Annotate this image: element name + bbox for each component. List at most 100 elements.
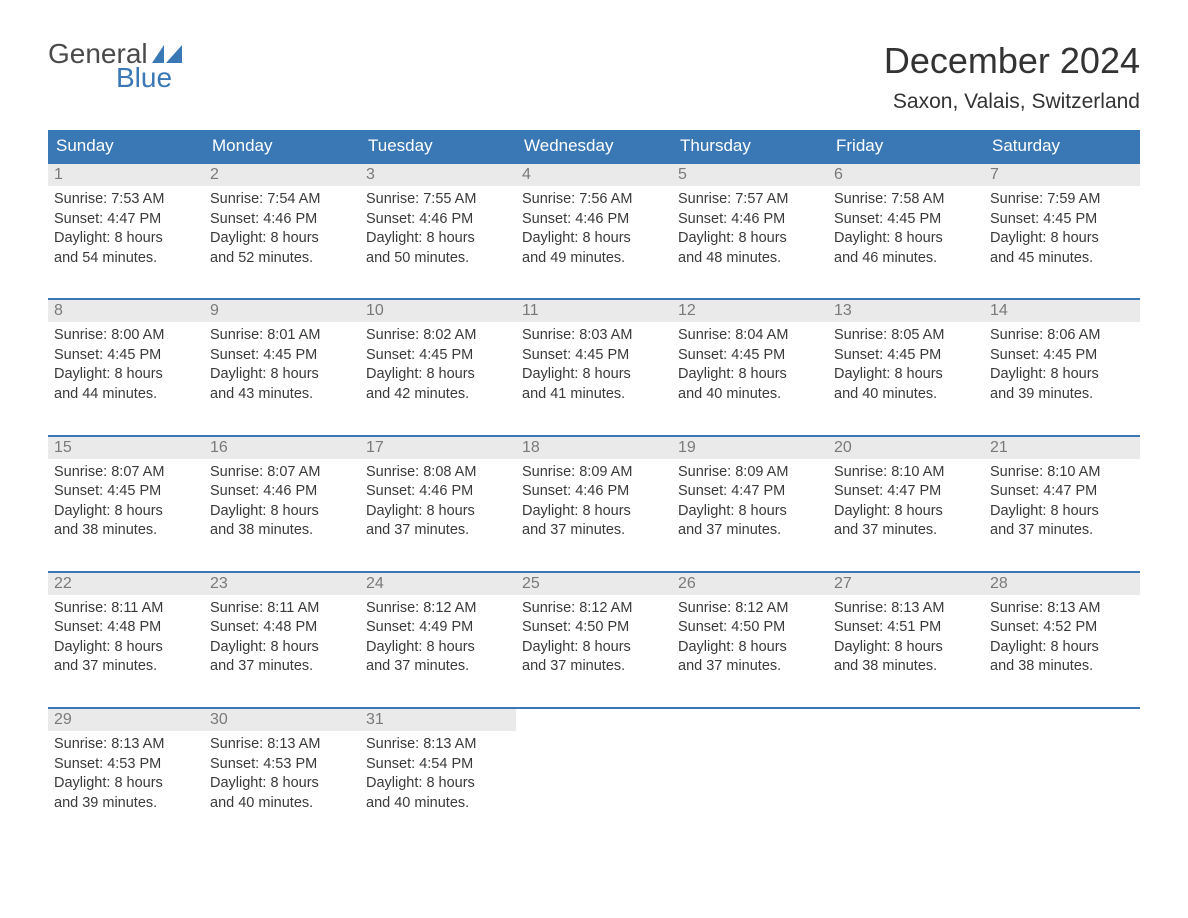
dl2-text: and 40 minutes. bbox=[678, 385, 822, 405]
dl1-text: Daylight: 8 hours bbox=[210, 502, 354, 522]
day-body: Sunrise: 8:01 AMSunset: 4:45 PMDaylight:… bbox=[204, 322, 360, 422]
sunrise-text: Sunrise: 8:00 AM bbox=[54, 326, 198, 346]
calendar-week: 293031Sunrise: 8:13 AMSunset: 4:53 PMDay… bbox=[48, 707, 1140, 831]
day-body: Sunrise: 7:55 AMSunset: 4:46 PMDaylight:… bbox=[360, 186, 516, 286]
dl1-text: Daylight: 8 hours bbox=[54, 502, 198, 522]
logo-text-blue: Blue bbox=[116, 64, 188, 92]
day-number: 30 bbox=[204, 709, 360, 731]
sunrise-text: Sunrise: 7:57 AM bbox=[678, 190, 822, 210]
sunset-text: Sunset: 4:47 PM bbox=[54, 210, 198, 230]
sunset-text: Sunset: 4:47 PM bbox=[678, 482, 822, 502]
day-body: Sunrise: 8:06 AMSunset: 4:45 PMDaylight:… bbox=[984, 322, 1140, 422]
title-block: December 2024 Saxon, Valais, Switzerland bbox=[884, 40, 1140, 114]
dl1-text: Daylight: 8 hours bbox=[210, 365, 354, 385]
day-body: Sunrise: 8:13 AMSunset: 4:53 PMDaylight:… bbox=[48, 731, 204, 831]
sunset-text: Sunset: 4:45 PM bbox=[834, 346, 978, 366]
dl2-text: and 37 minutes. bbox=[678, 521, 822, 541]
dl2-text: and 46 minutes. bbox=[834, 249, 978, 269]
sunrise-text: Sunrise: 7:55 AM bbox=[366, 190, 510, 210]
day-number: 24 bbox=[360, 573, 516, 595]
sunset-text: Sunset: 4:50 PM bbox=[678, 618, 822, 638]
calendar-week: 22232425262728Sunrise: 8:11 AMSunset: 4:… bbox=[48, 571, 1140, 695]
sunset-text: Sunset: 4:45 PM bbox=[990, 210, 1134, 230]
sunrise-text: Sunrise: 8:12 AM bbox=[678, 599, 822, 619]
sunrise-text: Sunrise: 7:54 AM bbox=[210, 190, 354, 210]
day-number bbox=[828, 709, 984, 731]
dl2-text: and 39 minutes. bbox=[990, 385, 1134, 405]
day-number bbox=[672, 709, 828, 731]
day-number: 10 bbox=[360, 300, 516, 322]
sunset-text: Sunset: 4:46 PM bbox=[210, 210, 354, 230]
dl1-text: Daylight: 8 hours bbox=[678, 638, 822, 658]
dl1-text: Daylight: 8 hours bbox=[522, 502, 666, 522]
day-number: 18 bbox=[516, 437, 672, 459]
dl2-text: and 37 minutes. bbox=[54, 657, 198, 677]
day-number: 12 bbox=[672, 300, 828, 322]
dl1-text: Daylight: 8 hours bbox=[210, 774, 354, 794]
sunset-text: Sunset: 4:53 PM bbox=[54, 755, 198, 775]
day-number: 25 bbox=[516, 573, 672, 595]
sunrise-text: Sunrise: 8:09 AM bbox=[678, 463, 822, 483]
day-number: 15 bbox=[48, 437, 204, 459]
day-body: Sunrise: 8:08 AMSunset: 4:46 PMDaylight:… bbox=[360, 459, 516, 559]
day-number: 6 bbox=[828, 164, 984, 186]
dl1-text: Daylight: 8 hours bbox=[834, 365, 978, 385]
dl2-text: and 37 minutes. bbox=[522, 657, 666, 677]
dl1-text: Daylight: 8 hours bbox=[366, 502, 510, 522]
day-number: 16 bbox=[204, 437, 360, 459]
dl1-text: Daylight: 8 hours bbox=[54, 229, 198, 249]
brand-logo: General Blue bbox=[48, 40, 188, 92]
day-number: 4 bbox=[516, 164, 672, 186]
dl1-text: Daylight: 8 hours bbox=[54, 365, 198, 385]
day-number: 23 bbox=[204, 573, 360, 595]
dow-tuesday: Tuesday bbox=[360, 130, 516, 162]
dl1-text: Daylight: 8 hours bbox=[366, 365, 510, 385]
days-of-week-header: Sunday Monday Tuesday Wednesday Thursday… bbox=[48, 130, 1140, 162]
sunrise-text: Sunrise: 8:10 AM bbox=[990, 463, 1134, 483]
sunset-text: Sunset: 4:45 PM bbox=[678, 346, 822, 366]
day-body: Sunrise: 7:54 AMSunset: 4:46 PMDaylight:… bbox=[204, 186, 360, 286]
day-body: Sunrise: 8:09 AMSunset: 4:46 PMDaylight:… bbox=[516, 459, 672, 559]
dl1-text: Daylight: 8 hours bbox=[54, 638, 198, 658]
day-number: 20 bbox=[828, 437, 984, 459]
sunrise-text: Sunrise: 8:11 AM bbox=[54, 599, 198, 619]
dl1-text: Daylight: 8 hours bbox=[522, 638, 666, 658]
dl2-text: and 40 minutes. bbox=[366, 794, 510, 814]
day-body: Sunrise: 8:11 AMSunset: 4:48 PMDaylight:… bbox=[204, 595, 360, 695]
sunset-text: Sunset: 4:46 PM bbox=[366, 210, 510, 230]
day-number: 22 bbox=[48, 573, 204, 595]
day-body: Sunrise: 8:10 AMSunset: 4:47 PMDaylight:… bbox=[828, 459, 984, 559]
dl1-text: Daylight: 8 hours bbox=[54, 774, 198, 794]
day-body: Sunrise: 8:02 AMSunset: 4:45 PMDaylight:… bbox=[360, 322, 516, 422]
dow-monday: Monday bbox=[204, 130, 360, 162]
dl1-text: Daylight: 8 hours bbox=[210, 229, 354, 249]
day-number: 19 bbox=[672, 437, 828, 459]
dl2-text: and 40 minutes. bbox=[210, 794, 354, 814]
sunrise-text: Sunrise: 8:13 AM bbox=[54, 735, 198, 755]
day-body: Sunrise: 7:56 AMSunset: 4:46 PMDaylight:… bbox=[516, 186, 672, 286]
day-body: Sunrise: 7:59 AMSunset: 4:45 PMDaylight:… bbox=[984, 186, 1140, 286]
month-title: December 2024 bbox=[884, 40, 1140, 82]
sunset-text: Sunset: 4:49 PM bbox=[366, 618, 510, 638]
dl1-text: Daylight: 8 hours bbox=[366, 774, 510, 794]
day-body: Sunrise: 7:57 AMSunset: 4:46 PMDaylight:… bbox=[672, 186, 828, 286]
dl2-text: and 37 minutes. bbox=[678, 657, 822, 677]
day-number: 17 bbox=[360, 437, 516, 459]
sunrise-text: Sunrise: 8:09 AM bbox=[522, 463, 666, 483]
day-body: Sunrise: 8:09 AMSunset: 4:47 PMDaylight:… bbox=[672, 459, 828, 559]
dl2-text: and 49 minutes. bbox=[522, 249, 666, 269]
day-number: 14 bbox=[984, 300, 1140, 322]
day-number: 21 bbox=[984, 437, 1140, 459]
dl2-text: and 50 minutes. bbox=[366, 249, 510, 269]
dl1-text: Daylight: 8 hours bbox=[522, 365, 666, 385]
sunset-text: Sunset: 4:50 PM bbox=[522, 618, 666, 638]
day-number: 8 bbox=[48, 300, 204, 322]
sunrise-text: Sunrise: 8:05 AM bbox=[834, 326, 978, 346]
sunset-text: Sunset: 4:45 PM bbox=[54, 482, 198, 502]
day-number: 11 bbox=[516, 300, 672, 322]
dl1-text: Daylight: 8 hours bbox=[834, 502, 978, 522]
dl1-text: Daylight: 8 hours bbox=[678, 365, 822, 385]
dl1-text: Daylight: 8 hours bbox=[522, 229, 666, 249]
day-body: Sunrise: 7:58 AMSunset: 4:45 PMDaylight:… bbox=[828, 186, 984, 286]
dl2-text: and 37 minutes. bbox=[210, 657, 354, 677]
